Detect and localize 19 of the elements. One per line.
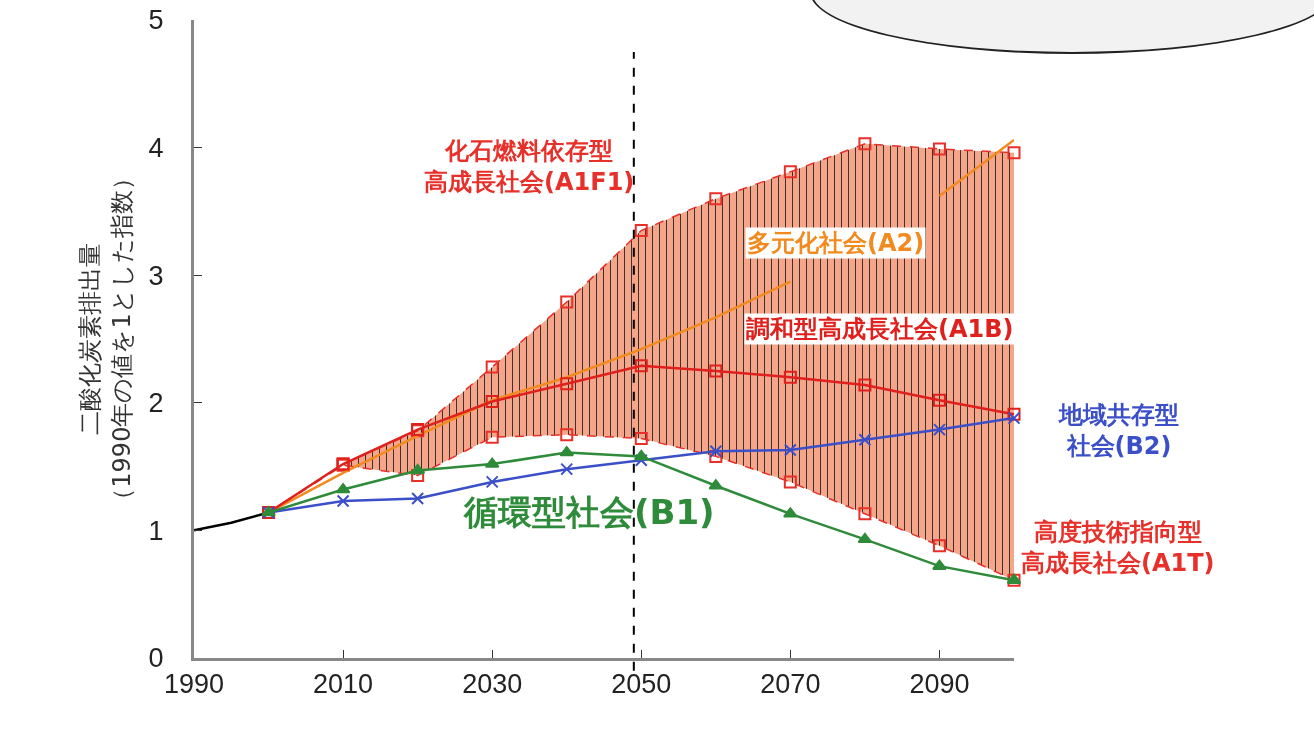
y-tick-label: 4 [148,133,164,164]
y-tick-label: 0 [148,643,164,674]
x-tick-label: 2050 [611,669,672,700]
y-tick-label: 3 [148,260,164,291]
x-tick-label: 2090 [909,669,970,700]
y-tick-label: 1 [148,515,164,546]
series-label: 多元化社会(A2) [747,229,925,257]
y-tick-label: 5 [148,5,164,36]
series-label: 循環型社会(B1) [463,492,715,532]
x-tick-label: 2070 [760,669,821,700]
series-label: 地域共存型社会(B2) [1058,401,1179,461]
y-tick-label: 2 [148,388,164,419]
x-tick-label: 2010 [313,669,374,700]
x-tick-label: 2030 [462,669,523,700]
x-tick-label: 1990 [163,669,225,700]
series-label: 化石燃料依存型高成長社会(A1F1) [424,137,635,197]
series-label: 高度技術指向型高成長社会(A1T) [1021,518,1215,578]
series-label: 調和型高成長社会(A1B) [746,315,1014,343]
y-axis-title: 二酸化炭素排出量（1990年の値を1とした指数） [76,166,136,512]
